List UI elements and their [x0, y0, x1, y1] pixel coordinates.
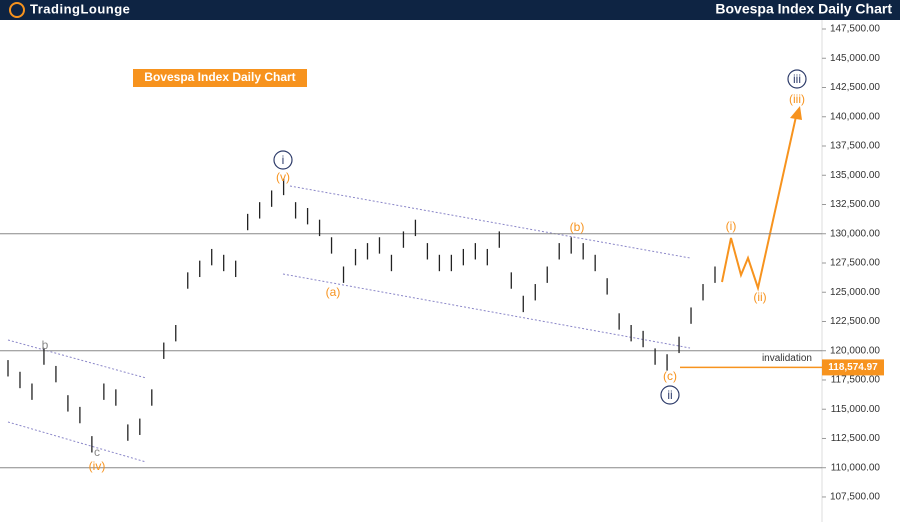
header-bar	[0, 0, 900, 20]
channel-line	[289, 185, 691, 259]
wave-label: (iii)	[789, 92, 805, 106]
channel-line	[282, 273, 691, 349]
level-label: 118,574.97	[828, 362, 878, 373]
wave-circle	[787, 69, 807, 89]
y-tick-label: 127,500.00	[830, 258, 880, 269]
y-tick-label: 117,500.00	[831, 375, 881, 386]
wave-label: (iv)	[89, 459, 106, 473]
channel-line	[7, 339, 147, 379]
y-tick-label: 122,500.00	[830, 316, 880, 327]
y-tick-label: 135,000.00	[830, 170, 880, 181]
wave-circle	[660, 385, 680, 405]
wave-label: (c)	[663, 369, 677, 383]
header-title: Bovespa Index Daily Chart	[715, 1, 892, 17]
projection-arrow	[790, 106, 802, 120]
y-tick-label: 125,000.00	[830, 287, 880, 298]
wave-label: (i)	[726, 219, 737, 233]
logo: TradingLounge	[30, 1, 130, 16]
wave-circle	[273, 150, 293, 170]
wave-label: (a)	[326, 285, 341, 299]
projection	[721, 111, 798, 292]
wave-label: iii	[793, 72, 801, 86]
y-tick-label: 107,500.00	[830, 492, 880, 503]
y-tick-label: 137,500.00	[830, 141, 880, 152]
y-tick-label: 115,000.00	[831, 404, 881, 415]
y-tick-label: 142,500.00	[830, 82, 880, 93]
title-box	[133, 69, 307, 87]
wave-label: c	[94, 445, 100, 459]
y-tick-label: 110,000.00	[831, 462, 881, 473]
wave-label: i	[282, 153, 285, 167]
y-tick-label: 120,000.00	[830, 345, 880, 356]
y-tick-label: 130,000.00	[830, 228, 880, 239]
y-tick-label: 145,000.00	[830, 53, 880, 64]
wave-label: b	[42, 338, 49, 352]
logo-icon	[9, 2, 25, 18]
chart-title: Bovespa Index Daily Chart	[144, 70, 295, 84]
y-tick-label: 112,500.00	[831, 433, 881, 444]
y-tick-label: 140,000.00	[830, 111, 880, 122]
channel-line	[7, 421, 147, 463]
y-tick-label: 132,500.00	[830, 199, 880, 210]
wave-label: (v)	[276, 170, 290, 184]
y-tick-label: 147,500.00	[830, 24, 880, 35]
wave-label: ii	[667, 388, 672, 402]
level-box	[822, 359, 884, 376]
invalidation-text: invalidation	[762, 353, 812, 364]
wave-label: (b)	[570, 220, 585, 234]
wave-label: (ii)	[753, 290, 766, 304]
